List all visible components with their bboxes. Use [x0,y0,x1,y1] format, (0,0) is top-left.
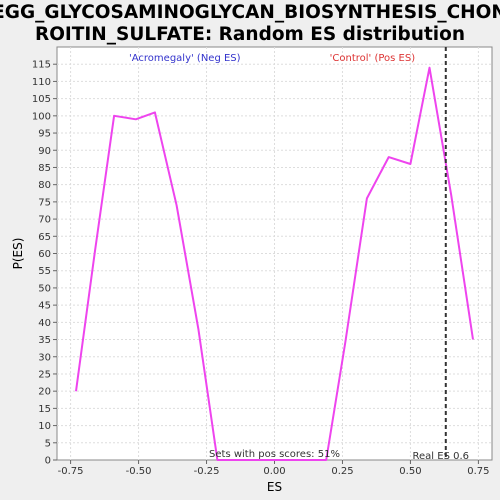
neg-es-label: 'Acromegaly' (Neg ES) [129,53,241,64]
y-tick-label: 80 [38,180,51,191]
pos-es-label: 'Control' (Pos ES) [330,53,416,64]
y-tick-label: 115 [32,60,51,71]
x-tick-label: -0.75 [58,466,84,477]
y-tick-label: 5 [45,438,51,449]
y-tick-label: 20 [38,387,51,398]
y-tick-label: 10 [38,421,51,432]
y-axis-label: P(ES) [11,238,25,270]
sets-pos-scores-label: Sets with pos scores: 51% [209,449,340,460]
y-tick-label: 35 [38,335,51,346]
x-tick-label: 0.00 [263,466,285,477]
y-tick-label: 60 [38,249,51,260]
y-tick-label: 15 [38,404,51,415]
y-tick-label: 30 [38,352,51,363]
x-tick-label: 0.25 [331,466,353,477]
series-group [75,66,474,461]
grid-lines [57,47,492,460]
y-tick-label: 95 [38,129,51,140]
y-tick-label: 40 [38,318,51,329]
y-tick-label: 45 [38,301,51,312]
y-tick-label: 0 [45,456,51,467]
chart-title-line-1: KEGG_GLYCOSAMINOGLYCAN_BIOSYNTHESIS_CHON… [0,2,500,23]
chart-title-line-2: ROITIN_SULFATE: Random ES distribution [35,24,465,45]
y-tick-label: 110 [32,77,51,88]
x-axis-ticks: -0.75 -0.50 -0.25 0.00 0.25 0.50 0.75 [58,460,490,477]
y-tick-label: 70 [38,215,51,226]
y-axis-ticks: 0 5 10 15 20 25 30 35 40 45 50 55 60 65 70 75 80 85 90 95 10… [32,60,57,467]
x-tick-label: -0.25 [194,466,220,477]
x-tick-label: 0.75 [467,466,489,477]
y-tick-label: 90 [38,146,51,157]
x-tick-label: -0.50 [126,466,152,477]
y-tick-label: 100 [32,111,51,122]
y-tick-label: 75 [38,197,51,208]
x-axis-label: ES [267,480,282,494]
y-tick-label: 50 [38,283,51,294]
real-es-label: Real ES 0.6 [413,451,469,462]
y-tick-label: 85 [38,163,51,174]
x-tick-label: 0.50 [399,466,421,477]
y-tick-label: 25 [38,369,51,380]
y-tick-label: 105 [32,94,51,105]
y-tick-label: 55 [38,266,51,277]
series-line [75,66,474,461]
y-tick-label: 65 [38,232,51,243]
